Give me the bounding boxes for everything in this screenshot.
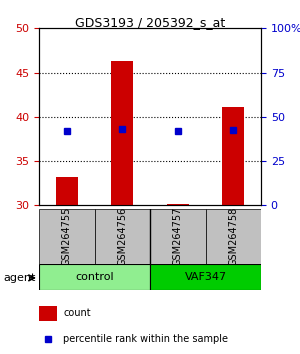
Text: GSM264755: GSM264755 [62,207,72,266]
Text: agent: agent [3,273,35,283]
Text: VAF347: VAF347 [184,272,226,282]
Bar [111,61,133,205]
FancyBboxPatch shape [39,209,94,264]
FancyBboxPatch shape [150,264,261,290]
Bar [222,107,244,205]
Text: percentile rank within the sample: percentile rank within the sample [63,334,228,344]
Bar [39,306,57,321]
Text: GSM264756: GSM264756 [117,207,127,266]
Text: control: control [75,272,114,282]
Text: count: count [63,308,91,318]
FancyBboxPatch shape [206,209,261,264]
Bar [167,204,189,205]
Bar [56,177,78,205]
Text: GSM264758: GSM264758 [228,207,238,266]
FancyBboxPatch shape [150,209,206,264]
Text: GSM264757: GSM264757 [173,207,183,266]
Text: GDS3193 / 205392_s_at: GDS3193 / 205392_s_at [75,16,225,29]
FancyBboxPatch shape [39,264,150,290]
FancyBboxPatch shape [94,209,150,264]
